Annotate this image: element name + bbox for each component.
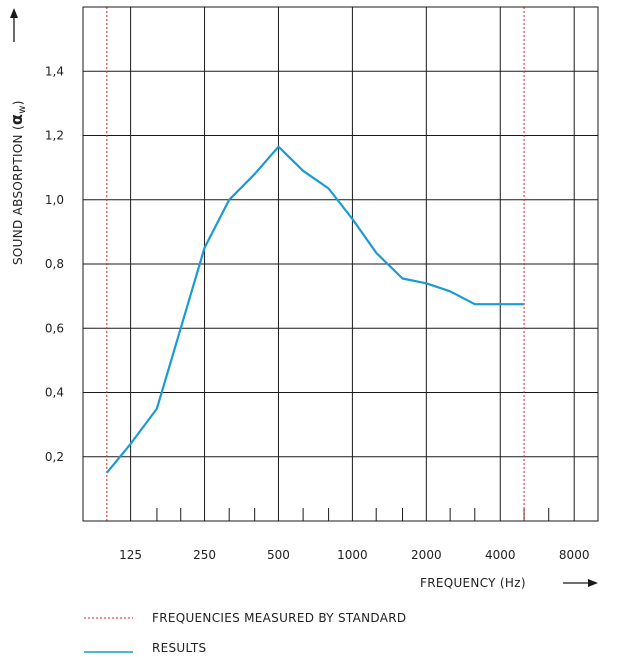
plot-frame xyxy=(82,6,599,522)
legend-item-results: RESULTS xyxy=(84,641,206,655)
x-tick-label: 125 xyxy=(119,548,142,562)
y-tick-label: 1,2 xyxy=(45,129,64,143)
y-axis-arrow-icon xyxy=(10,8,18,42)
x-tick-label: 2000 xyxy=(411,548,442,562)
minor-ticks xyxy=(156,508,550,521)
x-tick-label: 500 xyxy=(267,548,290,562)
x-tick-labels: 125 250 500 1000 2000 4000 8000 xyxy=(119,548,589,562)
x-tick-label: 8000 xyxy=(559,548,590,562)
x-axis-arrow-icon xyxy=(563,579,598,587)
results-line xyxy=(105,145,525,474)
y-tick-label: 0,6 xyxy=(45,321,64,335)
legend-item-standard: FREQUENCIES MEASURED BY STANDARD xyxy=(84,611,406,625)
y-tick-label: 1,0 xyxy=(45,193,64,207)
y-tick-labels: 0,2 0,4 0,6 0,8 1,0 1,2 1,4 xyxy=(45,64,64,464)
standard-frequency-lines xyxy=(106,7,525,521)
y-axis-title: SOUND ABSORPTION (αw) xyxy=(7,100,28,265)
legend: FREQUENCIES MEASURED BY STANDARD RESULTS xyxy=(84,611,406,655)
x-tick-label: 4000 xyxy=(485,548,516,562)
y-tick-label: 0,8 xyxy=(45,257,64,271)
legend-label-results: RESULTS xyxy=(152,641,206,655)
y-tick-label: 0,4 xyxy=(45,386,64,400)
grid xyxy=(83,7,598,521)
y-tick-label: 0,2 xyxy=(45,450,64,464)
x-tick-label: 250 xyxy=(193,548,216,562)
x-tick-label: 1000 xyxy=(337,548,368,562)
legend-label-standard: FREQUENCIES MEASURED BY STANDARD xyxy=(152,611,406,625)
x-axis-title: FREQUENCY (Hz) xyxy=(420,576,526,590)
y-tick-label: 1,4 xyxy=(45,64,64,78)
